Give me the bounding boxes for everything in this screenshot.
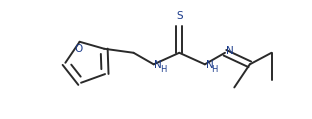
Text: H: H [211, 65, 217, 74]
Text: N: N [154, 60, 162, 70]
Text: N: N [226, 46, 233, 56]
Text: N: N [206, 60, 213, 70]
Text: S: S [176, 11, 183, 21]
Text: O: O [74, 44, 82, 54]
Text: H: H [160, 65, 166, 74]
